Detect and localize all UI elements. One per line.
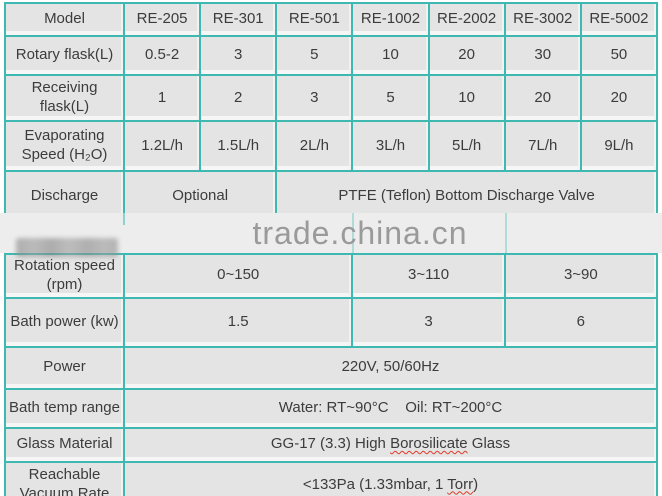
glass-text-misspelled: Borosilicate (390, 435, 468, 453)
value-cell: 1 (122, 74, 202, 122)
row-label-power: Power (4, 345, 125, 390)
row-label-evaporating-speed: Evaporating Speed (H₂O) (4, 120, 125, 172)
value-cell: 3 (275, 74, 354, 122)
watermark-band: trade.china.cn (0, 213, 662, 253)
row-label-vacuum-rate: Reachable Vacuum Rate (4, 460, 125, 496)
value-cell: 5L/h (427, 120, 506, 172)
grid-line-remnant (352, 213, 354, 253)
value-cell: 50 (579, 35, 659, 76)
value-cell: 6 (503, 296, 659, 348)
table-row-rotary-flask: Rotary flask(L) 0.5-2 3 5 10 20 30 50 (4, 35, 659, 76)
table-row-power: Power 220V, 50/60Hz (4, 345, 658, 390)
table-row-rotation-speed: Rotation speed (rpm) 0~150 3~110 3~90 (4, 253, 659, 299)
table-row-receiving-flask: Receiving flask(L) 1 2 3 5 10 20 20 (4, 74, 659, 122)
value-cell: 3L/h (351, 120, 430, 172)
row-label-bath-power: Bath power (kw) (4, 296, 125, 348)
glass-text-post: Glass (467, 435, 511, 453)
grid-line-remnant (123, 213, 125, 225)
row-label-receiving-flask: Receiving flask(L) (4, 74, 125, 122)
blurred-watermark-remnant (16, 238, 118, 257)
value-cell: 1.5L/h (199, 120, 278, 172)
value-cell: 2 (199, 74, 278, 122)
model-cell: RE-1002 (351, 2, 430, 37)
table-row-model: Model RE-205 RE-301 RE-501 RE-1002 RE-20… (4, 2, 659, 37)
vacuum-text-post: ) (473, 475, 479, 493)
value-cell-vacuum: <133Pa (1.33mbar, 1 Torr) (123, 460, 658, 496)
row-label-rotary-flask: Rotary flask(L) (4, 35, 125, 76)
value-cell: 9L/h (579, 120, 659, 172)
model-cell: RE-205 (122, 2, 202, 37)
value-cell: 0.5-2 (122, 35, 202, 76)
vacuum-text-pre: <133Pa (1.33mbar, 1 (302, 475, 448, 493)
watermark-text: trade.china.cn (252, 215, 468, 251)
model-cell: RE-3002 (503, 2, 582, 37)
row-label-glass-material: Glass Material (4, 426, 125, 463)
value-cell: 5 (351, 74, 430, 122)
model-cell: RE-301 (199, 2, 278, 37)
value-cell-glass: GG-17 (3.3) High Borosilicate Glass (123, 426, 658, 463)
value-cell: 1.5 (122, 296, 354, 348)
table-row-bath-temp: Bath temp range Water: RT~90°C Oil: RT~2… (4, 387, 658, 429)
value-cell: 220V, 50/60Hz (123, 345, 658, 390)
model-cell: RE-2002 (427, 2, 506, 37)
value-cell: 3~110 (351, 253, 506, 299)
grid-line-remnant (505, 213, 507, 253)
value-cell: 10 (351, 35, 430, 76)
vacuum-text-misspelled: Torr (447, 475, 474, 493)
value-cell: 3 (199, 35, 278, 76)
value-cell: 2L/h (275, 120, 354, 172)
value-cell: 10 (427, 74, 506, 122)
value-cell: 5 (275, 35, 354, 76)
row-label-rotation-speed: Rotation speed (rpm) (4, 253, 125, 299)
model-cell: RE-5002 (579, 2, 659, 37)
table-row-bath-power: Bath power (kw) 1.5 3 6 (4, 296, 659, 348)
value-cell: Water: RT~90°C Oil: RT~200°C (123, 387, 658, 429)
table-row-vacuum-rate: Reachable Vacuum Rate <133Pa (1.33mbar, … (4, 460, 658, 496)
value-cell: 20 (503, 74, 582, 122)
spec-table-bottom: Rotation speed (rpm) 0~150 3~110 3~90 Ba… (4, 253, 659, 496)
table-row-glass-material: Glass Material GG-17 (3.3) High Borosili… (4, 426, 658, 463)
row-label-bath-temp: Bath temp range (4, 387, 125, 429)
table-row-evaporating-speed: Evaporating Speed (H₂O) 1.2L/h 1.5L/h 2L… (4, 120, 659, 172)
row-label-model: Model (4, 2, 125, 37)
value-cell: 3 (351, 296, 506, 348)
value-cell: 7L/h (503, 120, 582, 172)
value-cell: 0~150 (122, 253, 354, 299)
value-cell: 30 (503, 35, 582, 76)
spec-table-top: Model RE-205 RE-301 RE-501 RE-1002 RE-20… (4, 2, 659, 223)
glass-text-pre: GG-17 (3.3) High (270, 435, 391, 453)
value-cell: 20 (427, 35, 506, 76)
value-cell: 1.2L/h (122, 120, 202, 172)
model-cell: RE-501 (275, 2, 354, 37)
value-cell: 20 (579, 74, 659, 122)
value-cell: 3~90 (503, 253, 659, 299)
